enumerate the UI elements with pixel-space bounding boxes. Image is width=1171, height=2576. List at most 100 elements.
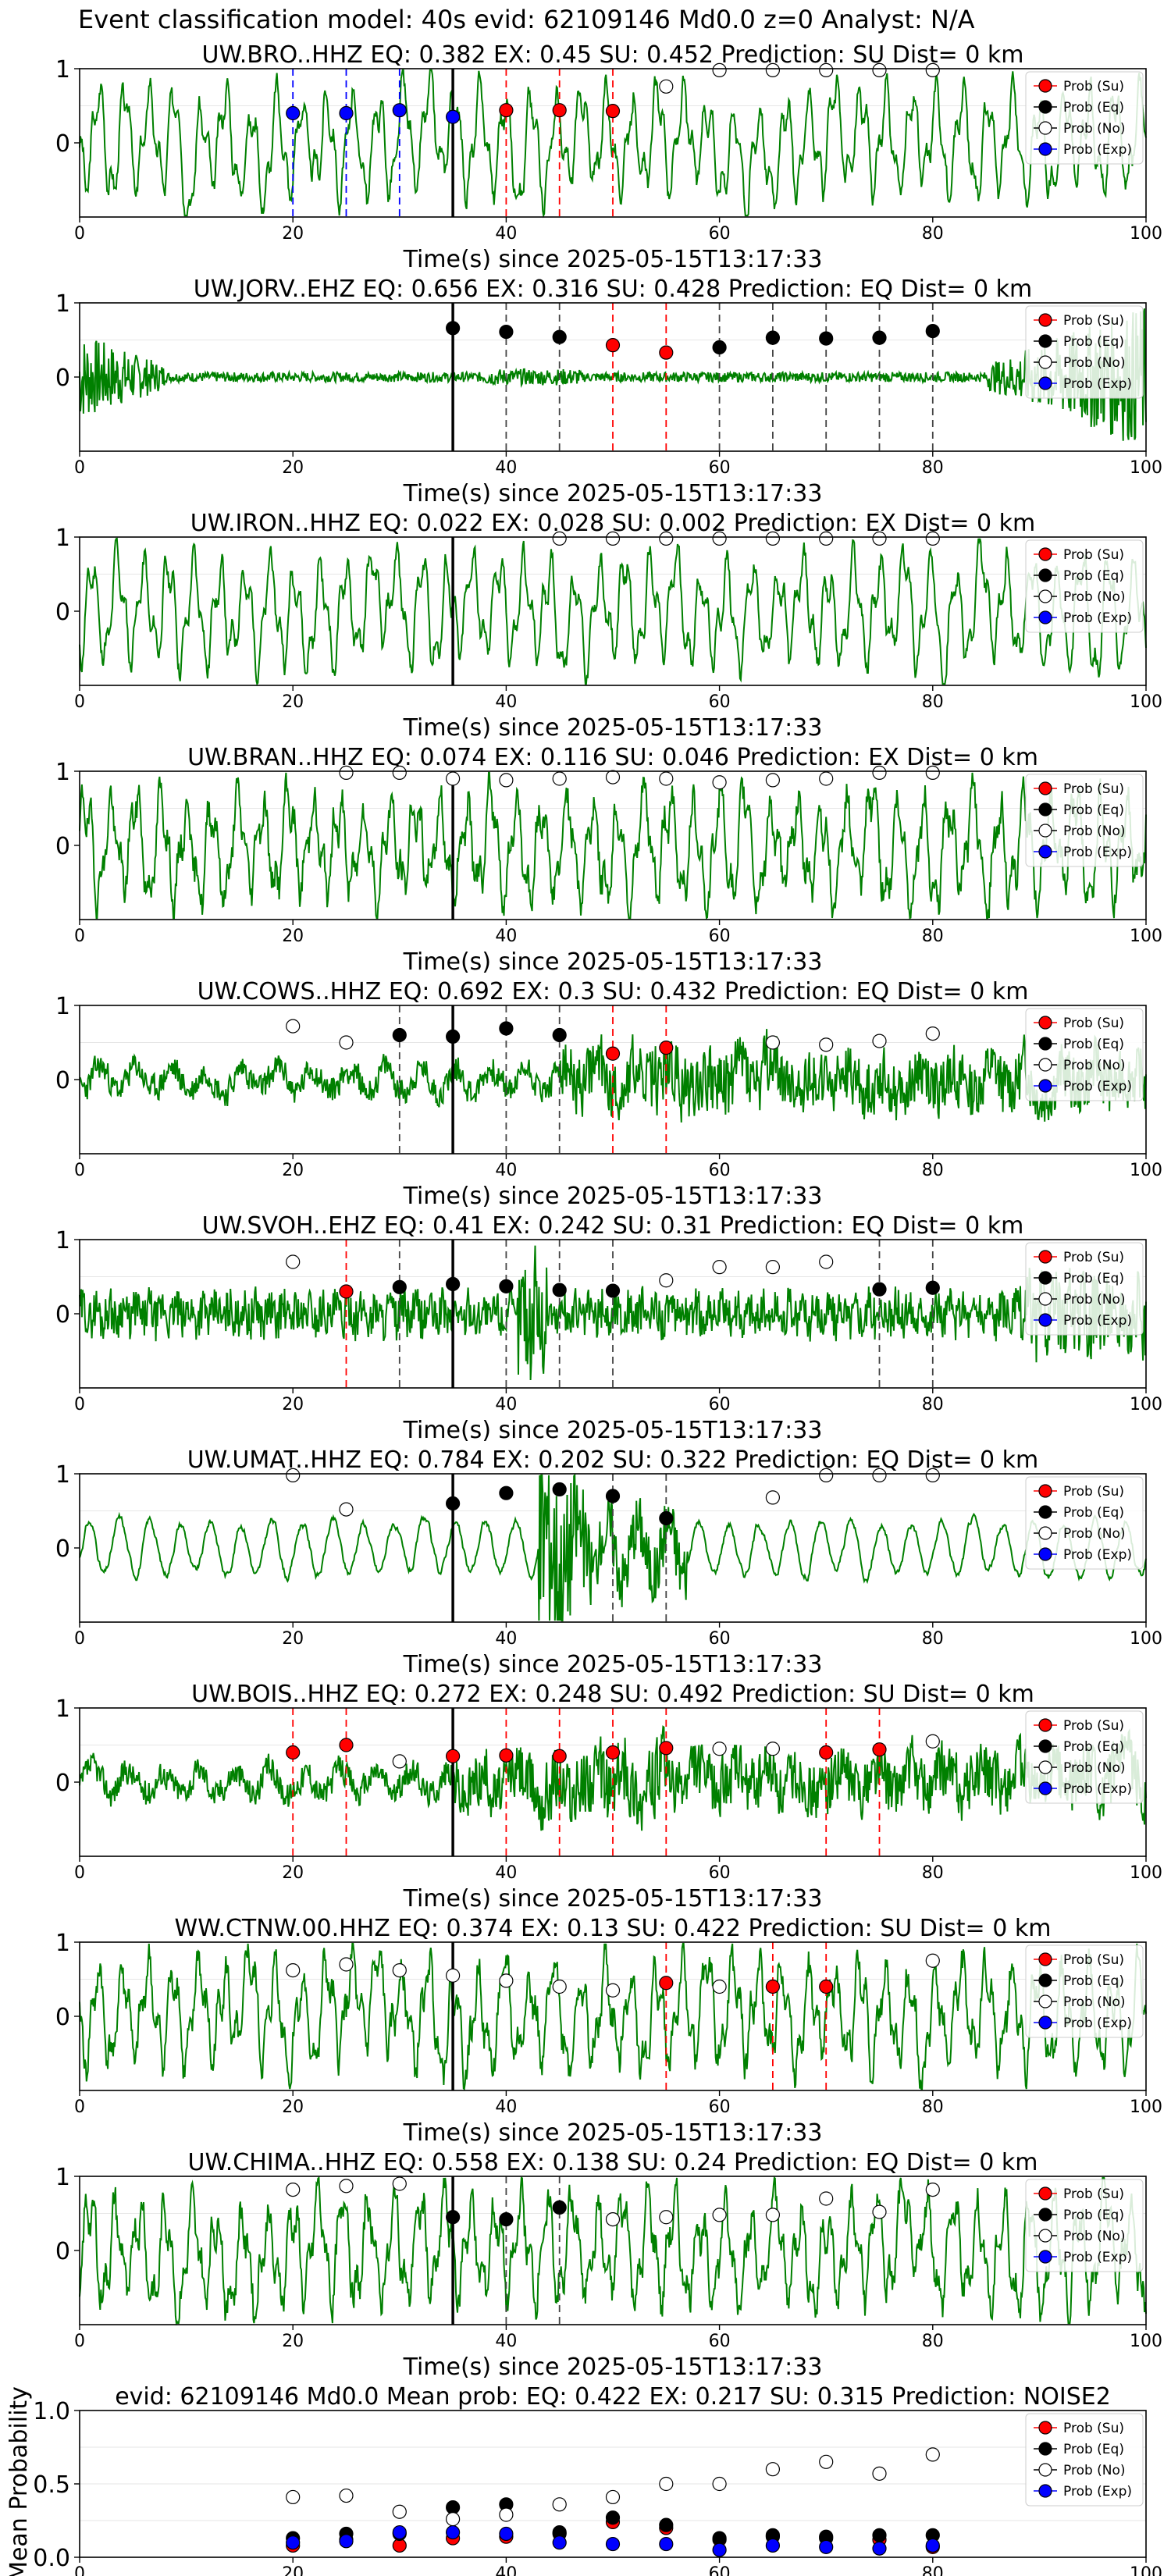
x-tick-label: 80 (922, 458, 944, 478)
prob-marker-no (445, 1968, 461, 1983)
mean-prob-marker-exp (445, 2524, 461, 2540)
prob-marker-no (712, 62, 727, 78)
prob-marker-eq (499, 1021, 514, 1036)
legend-box (1025, 774, 1144, 867)
x-tick-label: 60 (709, 1395, 731, 1414)
prob-marker-no (339, 2179, 354, 2194)
prob-marker-eq (445, 1276, 461, 1292)
legend-box (1025, 1242, 1144, 1336)
x-tick-label: 80 (922, 1863, 944, 1883)
prob-marker-su (659, 1741, 674, 1756)
legend-marker-exp (1038, 2484, 1052, 2498)
prob-marker-no (659, 771, 674, 786)
prob-marker-no (765, 1035, 781, 1050)
panel-8: WW.CTNW.00.HHZ EQ: 0.374 EX: 0.13 SU: 0.… (55, 1915, 1162, 2147)
x-tick-label: 100 (1130, 224, 1162, 244)
mean-prob-marker-exp (286, 2535, 301, 2550)
x-tick-label: 80 (922, 1629, 944, 1649)
prob-marker-no (659, 1273, 674, 1288)
prob-marker-eq (872, 1282, 887, 1297)
x-tick-label: 0 (74, 2332, 85, 2351)
legend-label-exp: Prob (Exp) (1063, 2016, 1132, 2031)
legend-marker-eq (1038, 334, 1052, 348)
prob-marker-su (605, 104, 621, 119)
prob-marker-no (392, 765, 407, 781)
prob-marker-no (339, 1957, 354, 1972)
prob-marker-no (712, 531, 727, 546)
x-tick-label: 20 (282, 2332, 304, 2351)
y-tick-label: 0 (55, 1067, 70, 1094)
mean-prob-marker-no (445, 2512, 461, 2527)
prob-marker-no (872, 62, 887, 78)
panel-title: WW.CTNW.00.HHZ EQ: 0.374 EX: 0.13 SU: 0.… (175, 1915, 1052, 1942)
x-tick-label: 20 (282, 458, 304, 478)
prob-marker-eq (552, 1027, 567, 1043)
prob-marker-su (819, 1979, 834, 1994)
x-tick-label: 60 (709, 2332, 731, 2351)
prob-marker-no (819, 771, 834, 786)
x-tick-label: 40 (495, 2332, 517, 2351)
prob-marker-no (499, 1973, 514, 1988)
x-tick-label: 0 (74, 1863, 85, 1883)
legend-box (1025, 2179, 1144, 2272)
x-tick-label: 100 (1130, 458, 1162, 478)
legend-marker-su (1038, 781, 1052, 795)
prob-marker-no (392, 2176, 407, 2191)
legend-label-eq: Prob (Eq) (1063, 2208, 1124, 2223)
prob-marker-no (392, 1754, 407, 1769)
prob-marker-su (765, 1979, 781, 1994)
y-tick-label: 0 (55, 2238, 70, 2265)
prob-marker-su (605, 1046, 621, 1061)
mean-prob-marker-no (925, 2447, 940, 2462)
legend-label-eq: Prob (Eq) (1063, 802, 1124, 818)
legend-label-exp: Prob (Exp) (1063, 142, 1132, 158)
mean-prob-marker-exp (659, 2536, 674, 2552)
x-tick-label: 40 (495, 2564, 517, 2576)
prob-marker-no (605, 770, 621, 785)
panel-10: evid: 62109146 Md0.0 Mean prob: EQ: 0.42… (5, 2383, 1162, 2576)
y-tick-label: 1 (55, 2164, 70, 2191)
legend-marker-exp (1038, 2250, 1052, 2264)
legend-marker-no (1038, 589, 1052, 603)
prob-marker-no (925, 765, 940, 781)
x-tick-label: 60 (709, 2097, 731, 2117)
legend-box (1025, 539, 1144, 633)
prob-marker-su (499, 103, 514, 118)
prob-marker-no (819, 1254, 834, 1269)
prob-marker-no (925, 62, 940, 78)
legend-label-no: Prob (No) (1063, 824, 1126, 839)
prob-marker-no (605, 2212, 621, 2227)
prob-marker-no (712, 1742, 727, 1756)
legend-label-su: Prob (Su) (1063, 1718, 1124, 1734)
y-tick-label: 0 (55, 1301, 70, 1329)
waveform-trace (79, 1942, 1147, 2090)
legend-label-su: Prob (Su) (1063, 1250, 1124, 1265)
panel-title: UW.BOIS..HHZ EQ: 0.272 EX: 0.248 SU: 0.4… (191, 1681, 1034, 1708)
legend-marker-exp (1038, 1781, 1052, 1795)
legend-label-eq: Prob (Eq) (1063, 334, 1124, 350)
mean-prob-marker-no (286, 2489, 301, 2505)
prob-marker-no (872, 1034, 887, 1048)
legend-label-su: Prob (Su) (1063, 1484, 1124, 1500)
prob-marker-no (872, 1468, 887, 1483)
prob-marker-eq (552, 1482, 567, 1497)
x-tick-label: 80 (922, 1161, 944, 1180)
x-axis-label: Time(s) since 2025-05-15T13:17:33 (403, 2119, 823, 2147)
mean-prob-marker-exp (499, 2526, 514, 2542)
mean-prob-marker-eq (659, 2517, 674, 2532)
prob-marker-eq (392, 1027, 407, 1043)
x-tick-label: 40 (495, 2097, 517, 2117)
legend-marker-su (1038, 1250, 1052, 1264)
x-tick-label: 20 (282, 927, 304, 946)
y-tick-label: 0 (55, 130, 70, 158)
legend-label-no: Prob (No) (1063, 2229, 1126, 2244)
legend-marker-eq (1038, 1739, 1052, 1753)
prob-marker-no (819, 1037, 834, 1052)
prob-marker-no (339, 1502, 354, 1517)
legend-marker-su (1038, 79, 1052, 93)
mean-prob-marker-exp (552, 2535, 567, 2550)
prob-marker-no (765, 1490, 781, 1505)
y-tick-label: 0 (55, 1535, 70, 1563)
prob-marker-eq (659, 1510, 674, 1526)
legend-label-no: Prob (No) (1063, 1058, 1126, 1073)
